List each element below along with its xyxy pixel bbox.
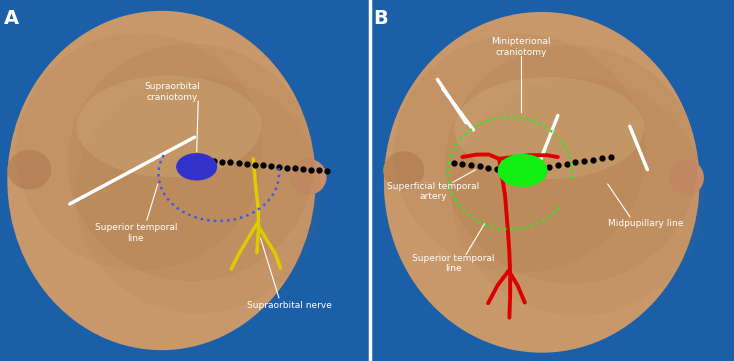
Ellipse shape bbox=[290, 159, 327, 195]
Ellipse shape bbox=[384, 12, 700, 353]
Text: Midpupillary line: Midpupillary line bbox=[608, 219, 683, 228]
Text: B: B bbox=[373, 9, 388, 28]
Ellipse shape bbox=[452, 78, 705, 316]
Ellipse shape bbox=[176, 153, 217, 180]
Ellipse shape bbox=[498, 154, 548, 187]
Text: Supraorbital nerve: Supraorbital nerve bbox=[247, 301, 333, 309]
Text: Minipterional
craniotomy: Minipterional craniotomy bbox=[491, 37, 551, 57]
Ellipse shape bbox=[75, 76, 321, 314]
Ellipse shape bbox=[454, 77, 644, 179]
Ellipse shape bbox=[7, 11, 316, 350]
Ellipse shape bbox=[445, 45, 697, 283]
Ellipse shape bbox=[7, 150, 51, 190]
Text: Superficial temporal
artery: Superficial temporal artery bbox=[387, 182, 479, 201]
Ellipse shape bbox=[16, 33, 263, 270]
Text: A: A bbox=[4, 9, 19, 28]
Text: Supraorbital
craniotomy: Supraorbital craniotomy bbox=[145, 82, 200, 102]
Ellipse shape bbox=[383, 151, 424, 190]
Text: Superior temporal
line: Superior temporal line bbox=[95, 223, 177, 243]
Ellipse shape bbox=[68, 44, 314, 281]
Ellipse shape bbox=[76, 75, 261, 177]
Text: Superior temporal
line: Superior temporal line bbox=[413, 254, 495, 273]
Ellipse shape bbox=[669, 160, 704, 196]
Ellipse shape bbox=[393, 34, 646, 273]
